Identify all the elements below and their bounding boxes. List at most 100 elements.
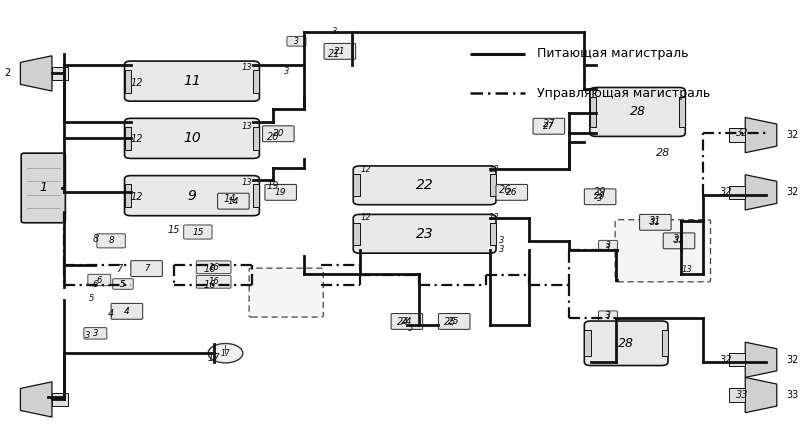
- Polygon shape: [746, 342, 777, 377]
- Polygon shape: [21, 382, 52, 417]
- Text: 33: 33: [736, 390, 748, 400]
- FancyBboxPatch shape: [533, 118, 565, 134]
- FancyBboxPatch shape: [730, 186, 746, 199]
- FancyBboxPatch shape: [196, 275, 231, 288]
- Text: 5: 5: [120, 280, 126, 290]
- Text: 26: 26: [499, 185, 512, 195]
- Text: 15: 15: [192, 228, 204, 236]
- FancyBboxPatch shape: [125, 127, 131, 150]
- Text: 27: 27: [543, 122, 554, 131]
- FancyBboxPatch shape: [598, 240, 618, 250]
- Text: 15: 15: [168, 225, 181, 235]
- FancyBboxPatch shape: [22, 153, 66, 223]
- Polygon shape: [746, 377, 777, 413]
- Text: 4: 4: [124, 307, 130, 316]
- Text: 3: 3: [85, 331, 90, 340]
- FancyBboxPatch shape: [730, 389, 746, 402]
- FancyBboxPatch shape: [679, 97, 686, 126]
- FancyBboxPatch shape: [131, 261, 162, 277]
- FancyBboxPatch shape: [287, 36, 306, 46]
- Text: 32: 32: [736, 128, 748, 138]
- Text: 3: 3: [606, 243, 610, 252]
- Text: 3: 3: [294, 37, 299, 46]
- Text: 16: 16: [203, 264, 216, 274]
- Text: 16: 16: [208, 263, 219, 272]
- FancyBboxPatch shape: [354, 166, 496, 205]
- FancyBboxPatch shape: [125, 175, 259, 216]
- Text: 13: 13: [488, 165, 499, 174]
- Polygon shape: [21, 56, 52, 91]
- FancyBboxPatch shape: [262, 126, 294, 142]
- Text: 5: 5: [408, 324, 414, 333]
- Text: 13: 13: [242, 122, 252, 131]
- Text: 3: 3: [606, 311, 610, 320]
- Text: 10: 10: [183, 131, 201, 145]
- Text: 16: 16: [203, 280, 216, 290]
- FancyBboxPatch shape: [354, 214, 496, 253]
- FancyBboxPatch shape: [125, 184, 131, 207]
- Text: 28: 28: [656, 148, 670, 158]
- FancyBboxPatch shape: [584, 321, 668, 366]
- FancyBboxPatch shape: [52, 393, 68, 406]
- FancyBboxPatch shape: [111, 303, 142, 319]
- Text: 24: 24: [397, 317, 409, 328]
- Text: 20: 20: [266, 132, 279, 142]
- FancyBboxPatch shape: [97, 234, 126, 248]
- FancyBboxPatch shape: [354, 174, 359, 196]
- Text: 13: 13: [682, 265, 692, 274]
- Text: 5: 5: [89, 293, 94, 303]
- Text: 29: 29: [594, 192, 606, 201]
- Text: 12: 12: [131, 78, 143, 88]
- Text: 11: 11: [183, 74, 201, 88]
- Text: 32: 32: [786, 130, 798, 140]
- FancyBboxPatch shape: [253, 69, 259, 93]
- Text: 8: 8: [108, 236, 114, 245]
- Text: 1: 1: [39, 182, 47, 194]
- Text: 32: 32: [720, 355, 733, 365]
- Text: 3: 3: [606, 241, 610, 250]
- Text: 13: 13: [242, 178, 252, 187]
- FancyBboxPatch shape: [354, 223, 359, 245]
- FancyBboxPatch shape: [125, 118, 259, 158]
- Text: 31: 31: [649, 216, 662, 226]
- Text: 31: 31: [673, 234, 686, 244]
- FancyBboxPatch shape: [490, 174, 496, 196]
- Text: 3: 3: [332, 27, 337, 36]
- Text: 14: 14: [223, 194, 236, 204]
- Polygon shape: [746, 175, 777, 210]
- Text: 27: 27: [542, 119, 555, 129]
- Text: 28: 28: [630, 106, 646, 118]
- FancyBboxPatch shape: [391, 313, 422, 329]
- Text: 13: 13: [488, 213, 499, 222]
- FancyBboxPatch shape: [590, 97, 596, 126]
- Text: 9: 9: [187, 189, 196, 203]
- Text: 32: 32: [720, 187, 733, 198]
- Text: 12: 12: [131, 134, 143, 145]
- Text: 32: 32: [786, 187, 798, 198]
- FancyBboxPatch shape: [324, 43, 356, 59]
- FancyBboxPatch shape: [615, 220, 710, 282]
- Text: 6: 6: [97, 275, 102, 285]
- Text: 19: 19: [266, 181, 279, 191]
- Text: 12: 12: [131, 192, 143, 202]
- FancyBboxPatch shape: [253, 184, 259, 207]
- Text: 21: 21: [334, 47, 346, 56]
- Text: 21: 21: [328, 49, 341, 59]
- Text: 25: 25: [444, 317, 457, 328]
- FancyBboxPatch shape: [218, 193, 249, 209]
- Text: 12: 12: [361, 165, 371, 174]
- Text: 33: 33: [786, 390, 798, 400]
- Text: 14: 14: [228, 197, 239, 206]
- Circle shape: [208, 343, 243, 363]
- FancyBboxPatch shape: [496, 184, 527, 200]
- Polygon shape: [746, 118, 777, 152]
- FancyBboxPatch shape: [196, 261, 231, 274]
- Text: 3: 3: [499, 236, 504, 245]
- Text: 16: 16: [208, 277, 219, 286]
- FancyBboxPatch shape: [113, 279, 133, 290]
- FancyBboxPatch shape: [88, 274, 110, 286]
- Text: 7: 7: [116, 264, 122, 274]
- FancyBboxPatch shape: [253, 127, 259, 150]
- FancyBboxPatch shape: [184, 225, 212, 239]
- Text: Питающая магистраль: Питающая магистраль: [537, 47, 689, 60]
